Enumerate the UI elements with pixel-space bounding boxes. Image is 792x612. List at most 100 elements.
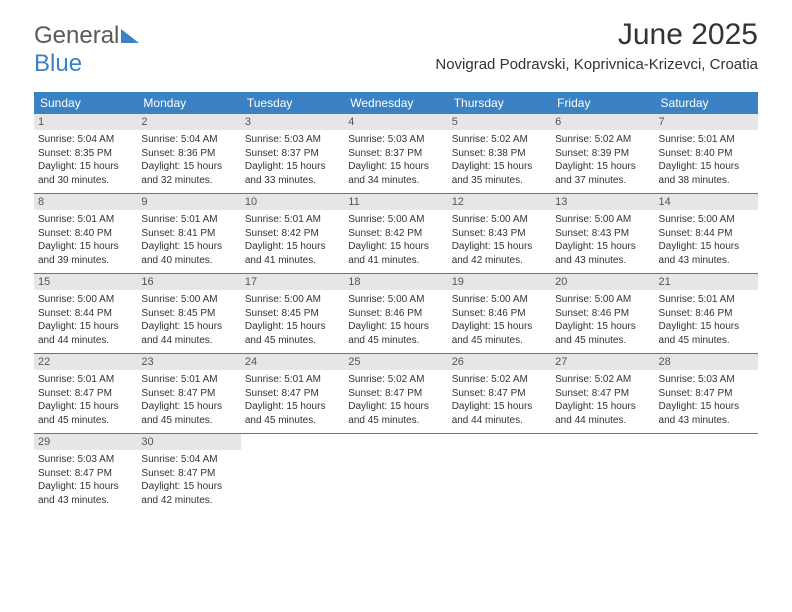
day-cell: 17Sunrise: 5:00 AMSunset: 8:45 PMDayligh…: [241, 274, 344, 353]
day-number: 4: [344, 114, 447, 130]
sunset-line: Sunset: 8:42 PM: [348, 227, 443, 241]
day-number: 2: [137, 114, 240, 130]
day-number: 21: [655, 274, 758, 290]
day-number: 27: [551, 354, 654, 370]
daylight-line: Daylight: 15 hours and 33 minutes.: [245, 160, 340, 187]
title-block: June 2025 Novigrad Podravski, Koprivnica…: [435, 18, 758, 73]
day-cell: 16Sunrise: 5:00 AMSunset: 8:45 PMDayligh…: [137, 274, 240, 353]
day-number: 8: [34, 194, 137, 210]
sunset-line: Sunset: 8:37 PM: [245, 147, 340, 161]
sunrise-line: Sunrise: 5:03 AM: [245, 133, 340, 147]
day-cell: 12Sunrise: 5:00 AMSunset: 8:43 PMDayligh…: [448, 194, 551, 273]
sunrise-line: Sunrise: 5:00 AM: [452, 213, 547, 227]
day-cell: 2Sunrise: 5:04 AMSunset: 8:36 PMDaylight…: [137, 114, 240, 193]
daylight-line: Daylight: 15 hours and 30 minutes.: [38, 160, 133, 187]
daylight-line: Daylight: 15 hours and 42 minutes.: [141, 480, 236, 507]
day-cell: 14Sunrise: 5:00 AMSunset: 8:44 PMDayligh…: [655, 194, 758, 273]
daylight-line: Daylight: 15 hours and 45 minutes.: [659, 320, 754, 347]
daylight-line: Daylight: 15 hours and 37 minutes.: [555, 160, 650, 187]
sunrise-line: Sunrise: 5:01 AM: [659, 293, 754, 307]
sunrise-line: Sunrise: 5:03 AM: [659, 373, 754, 387]
daylight-line: Daylight: 15 hours and 45 minutes.: [245, 400, 340, 427]
sunrise-line: Sunrise: 5:00 AM: [555, 293, 650, 307]
day-number: 13: [551, 194, 654, 210]
day-number: 29: [34, 434, 137, 450]
sunrise-line: Sunrise: 5:02 AM: [452, 373, 547, 387]
sunrise-line: Sunrise: 5:01 AM: [245, 373, 340, 387]
day-number: 6: [551, 114, 654, 130]
sunrise-line: Sunrise: 5:01 AM: [38, 373, 133, 387]
daylight-line: Daylight: 15 hours and 43 minutes.: [659, 240, 754, 267]
day-number: 16: [137, 274, 240, 290]
day-number: 5: [448, 114, 551, 130]
daylight-line: Daylight: 15 hours and 43 minutes.: [659, 400, 754, 427]
day-cell: [241, 434, 344, 513]
day-cell: [551, 434, 654, 513]
daylight-line: Daylight: 15 hours and 40 minutes.: [141, 240, 236, 267]
day-cell: 26Sunrise: 5:02 AMSunset: 8:47 PMDayligh…: [448, 354, 551, 433]
weekday-header: Monday: [137, 92, 240, 114]
daylight-line: Daylight: 15 hours and 45 minutes.: [245, 320, 340, 347]
weekday-header: Saturday: [655, 92, 758, 114]
sunrise-line: Sunrise: 5:00 AM: [245, 293, 340, 307]
week-row: 29Sunrise: 5:03 AMSunset: 8:47 PMDayligh…: [34, 434, 758, 513]
sunrise-line: Sunrise: 5:04 AM: [38, 133, 133, 147]
daylight-line: Daylight: 15 hours and 41 minutes.: [245, 240, 340, 267]
logo: General Blue: [34, 22, 139, 78]
day-number: 30: [137, 434, 240, 450]
daylight-line: Daylight: 15 hours and 34 minutes.: [348, 160, 443, 187]
day-number: 18: [344, 274, 447, 290]
daylight-line: Daylight: 15 hours and 44 minutes.: [555, 400, 650, 427]
day-number: 23: [137, 354, 240, 370]
logo-text-2: Blue: [34, 50, 82, 77]
day-number: 12: [448, 194, 551, 210]
week-row: 8Sunrise: 5:01 AMSunset: 8:40 PMDaylight…: [34, 194, 758, 274]
sunrise-line: Sunrise: 5:01 AM: [245, 213, 340, 227]
sunset-line: Sunset: 8:47 PM: [38, 467, 133, 481]
weekday-header: Friday: [551, 92, 654, 114]
day-cell: 1 Sunrise: 5:04 AMSunset: 8:35 PMDaylight…: [34, 114, 137, 193]
calendar: SundayMondayTuesdayWednesdayThursdayFrid…: [34, 92, 758, 513]
sunset-line: Sunset: 8:47 PM: [348, 387, 443, 401]
sunset-line: Sunset: 8:35 PM: [38, 147, 133, 161]
sunrise-line: Sunrise: 5:02 AM: [452, 133, 547, 147]
day-number: 11: [344, 194, 447, 210]
sunset-line: Sunset: 8:47 PM: [38, 387, 133, 401]
day-cell: 19Sunrise: 5:00 AMSunset: 8:46 PMDayligh…: [448, 274, 551, 353]
sunset-line: Sunset: 8:44 PM: [38, 307, 133, 321]
weekday-header: Sunday: [34, 92, 137, 114]
daylight-line: Daylight: 15 hours and 43 minutes.: [38, 480, 133, 507]
sunrise-line: Sunrise: 5:04 AM: [141, 453, 236, 467]
sunrise-line: Sunrise: 5:00 AM: [348, 293, 443, 307]
sunrise-line: Sunrise: 5:02 AM: [555, 133, 650, 147]
sunset-line: Sunset: 8:43 PM: [452, 227, 547, 241]
day-number: 25: [344, 354, 447, 370]
daylight-line: Daylight: 15 hours and 44 minutes.: [141, 320, 236, 347]
day-cell: 24Sunrise: 5:01 AMSunset: 8:47 PMDayligh…: [241, 354, 344, 433]
sunrise-line: Sunrise: 5:01 AM: [141, 213, 236, 227]
sunrise-line: Sunrise: 5:02 AM: [555, 373, 650, 387]
day-number: 10: [241, 194, 344, 210]
sunset-line: Sunset: 8:47 PM: [555, 387, 650, 401]
day-number: 22: [34, 354, 137, 370]
sunset-line: Sunset: 8:46 PM: [452, 307, 547, 321]
weekday-header-row: SundayMondayTuesdayWednesdayThursdayFrid…: [34, 92, 758, 114]
day-number: 1: [34, 114, 137, 130]
day-number: 19: [448, 274, 551, 290]
daylight-line: Daylight: 15 hours and 45 minutes.: [555, 320, 650, 347]
daylight-line: Daylight: 15 hours and 38 minutes.: [659, 160, 754, 187]
day-cell: 20Sunrise: 5:00 AMSunset: 8:46 PMDayligh…: [551, 274, 654, 353]
daylight-line: Daylight: 15 hours and 44 minutes.: [38, 320, 133, 347]
daylight-line: Daylight: 15 hours and 39 minutes.: [38, 240, 133, 267]
day-number: 20: [551, 274, 654, 290]
day-cell: 11Sunrise: 5:00 AMSunset: 8:42 PMDayligh…: [344, 194, 447, 273]
day-cell: 5Sunrise: 5:02 AMSunset: 8:38 PMDaylight…: [448, 114, 551, 193]
sunset-line: Sunset: 8:40 PM: [659, 147, 754, 161]
day-cell: 18Sunrise: 5:00 AMSunset: 8:46 PMDayligh…: [344, 274, 447, 353]
sunset-line: Sunset: 8:39 PM: [555, 147, 650, 161]
daylight-line: Daylight: 15 hours and 35 minutes.: [452, 160, 547, 187]
sunset-line: Sunset: 8:47 PM: [245, 387, 340, 401]
sunrise-line: Sunrise: 5:03 AM: [38, 453, 133, 467]
day-cell: 4Sunrise: 5:03 AMSunset: 8:37 PMDaylight…: [344, 114, 447, 193]
day-number: 26: [448, 354, 551, 370]
